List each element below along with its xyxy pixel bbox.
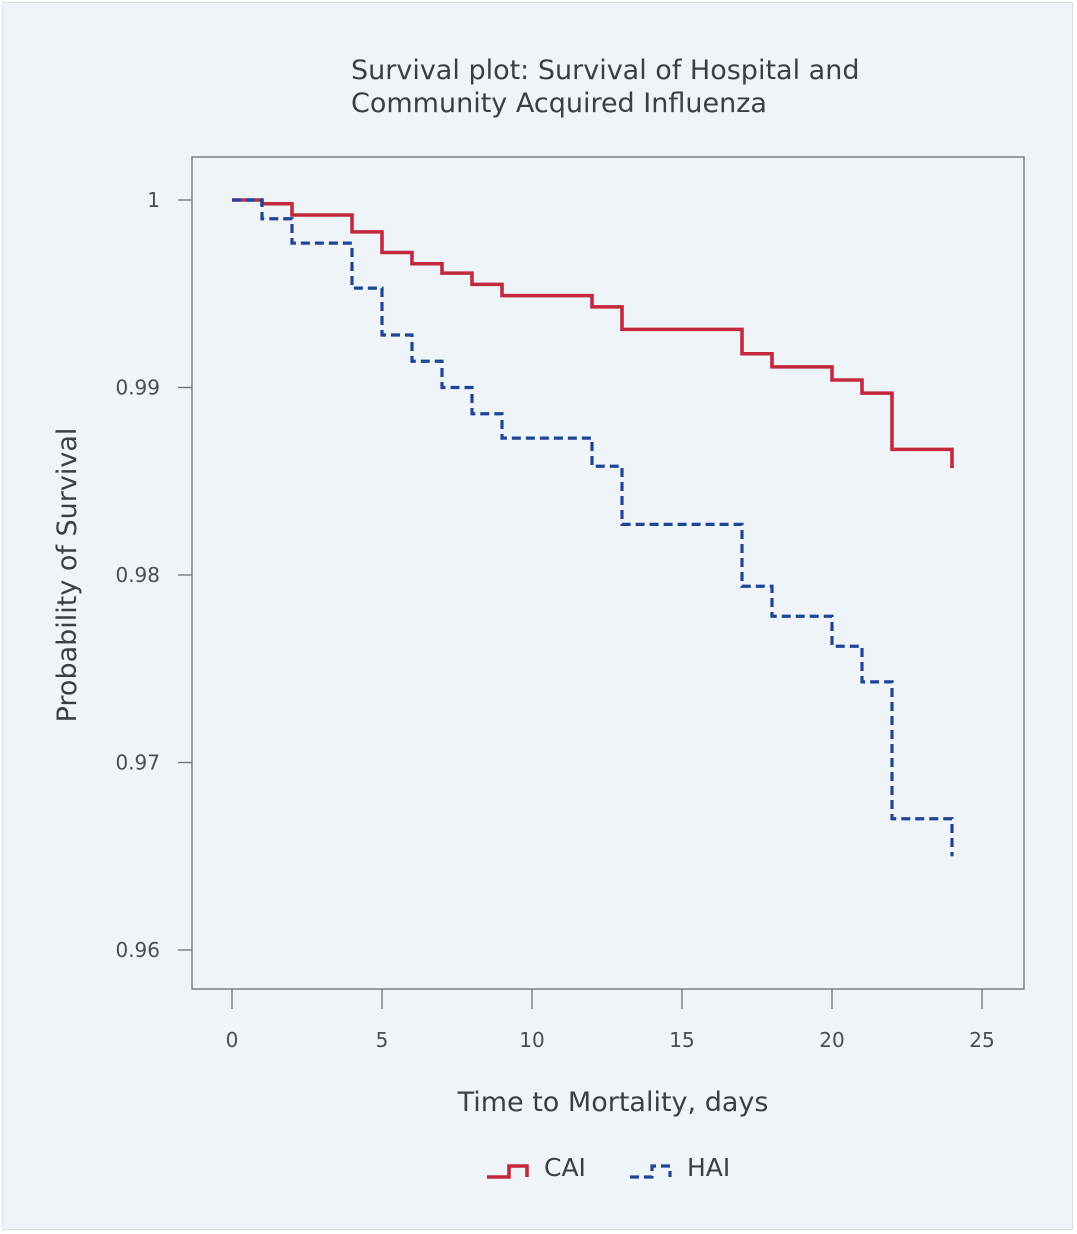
x-tick-label: 25 (969, 1028, 994, 1052)
legend-label-hai: HAI (687, 1153, 730, 1182)
chart-title-line-2: Community Acquired Influenza (351, 88, 767, 119)
series-lines (232, 198, 954, 857)
y-tick-label: 0.98 (115, 563, 160, 587)
legend-symbol-cai (487, 1164, 529, 1179)
y-tick-label: 1 (147, 188, 160, 212)
x-tick-label: 5 (376, 1028, 389, 1052)
legend: CAI HAI (487, 1153, 730, 1182)
y-axis: 0.96 0.97 0.98 0.99 1 (115, 188, 192, 962)
y-axis-title: Probability of Survival (52, 428, 83, 723)
series-line-hai (232, 198, 954, 857)
survival-chart: Survival plot: Survival of Hospital and … (52, 55, 1025, 1182)
y-tick-label: 0.96 (115, 938, 160, 962)
x-axis: 0 5 10 15 20 25 (226, 989, 995, 1052)
x-tick-label: 10 (519, 1028, 544, 1052)
x-tick-label: 0 (226, 1028, 239, 1052)
y-tick-label: 0.99 (115, 376, 160, 400)
x-tick-label: 15 (669, 1028, 694, 1052)
series-line-cai (232, 198, 954, 469)
legend-symbol-hai (630, 1164, 672, 1179)
legend-label-cai: CAI (544, 1153, 586, 1182)
x-axis-title: Time to Mortality, days (457, 1087, 769, 1118)
y-tick-label: 0.97 (115, 751, 160, 775)
x-tick-label: 20 (819, 1028, 844, 1052)
chart-title-line-1: Survival plot: Survival of Hospital and (351, 55, 859, 86)
plot-area (191, 156, 1025, 990)
